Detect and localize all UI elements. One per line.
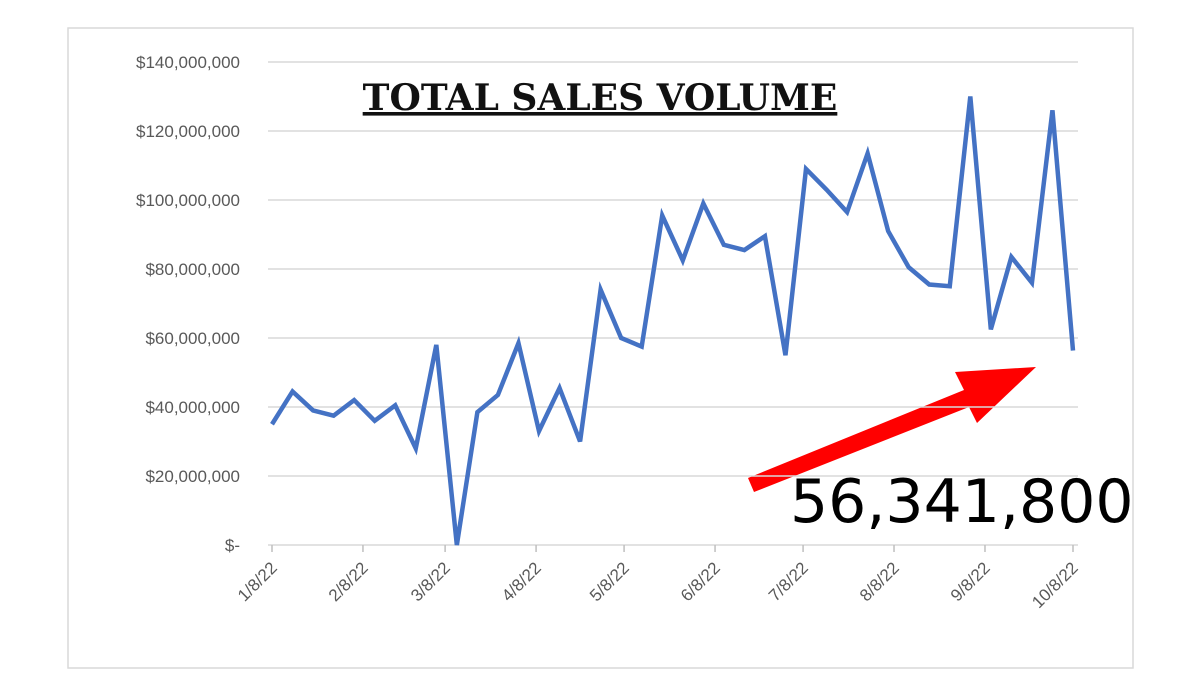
chart-title: TOTAL SALES VOLUME bbox=[363, 77, 838, 119]
arrow bbox=[748, 367, 1036, 492]
y-tick-label: $80,000,000 bbox=[145, 260, 240, 279]
y-tick-label: $40,000,000 bbox=[145, 398, 240, 417]
y-tick-label: $60,000,000 bbox=[145, 329, 240, 348]
annotation: 56,341,800 bbox=[790, 467, 1134, 537]
y-tick-label: $20,000,000 bbox=[145, 467, 240, 486]
y-tick-label: $140,000,000 bbox=[136, 53, 240, 72]
chart-frame bbox=[67, 27, 1134, 669]
line-series bbox=[270, 96, 1076, 546]
y-tick-label: $120,000,000 bbox=[136, 122, 240, 141]
y-tick-label: $100,000,000 bbox=[136, 191, 240, 210]
y-tick-label: $- bbox=[225, 536, 240, 555]
